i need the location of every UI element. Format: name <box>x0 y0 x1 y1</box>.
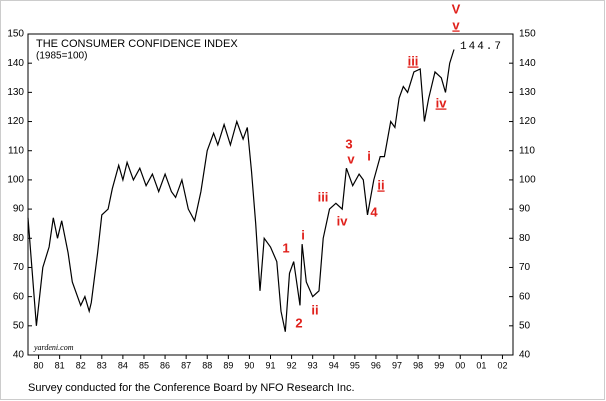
x-tick-label: 89 <box>223 360 233 370</box>
wave-label: i <box>367 148 371 163</box>
wave-label: iv <box>337 213 349 228</box>
wave-label: 4 <box>370 204 378 219</box>
y-tick-label-right: 120 <box>519 116 536 127</box>
x-tick-label: 96 <box>371 360 381 370</box>
y-tick-label: 90 <box>13 204 25 215</box>
y-tick-label-right: 150 <box>519 29 536 40</box>
y-tick-label: 100 <box>7 175 24 186</box>
source: yardeni.com <box>33 343 74 352</box>
y-tick-label: 120 <box>7 116 24 127</box>
footer: Survey conducted for the Conference Boar… <box>28 382 355 394</box>
y-tick-label: 130 <box>7 87 24 98</box>
x-tick-label: 85 <box>139 360 149 370</box>
chart-title: THE CONSUMER CONFIDENCE INDEX <box>36 38 238 50</box>
y-tick-label-right: 50 <box>519 320 531 331</box>
y-tick-label-right: 80 <box>519 233 531 244</box>
y-tick-label-right: 60 <box>519 291 531 302</box>
x-tick-label: 81 <box>55 360 65 370</box>
y-tick-label: 50 <box>13 320 25 331</box>
wave-label: 3 <box>345 136 352 151</box>
y-tick-label: 80 <box>13 233 25 244</box>
wave-label: ii <box>377 177 384 192</box>
x-tick-label: 83 <box>97 360 107 370</box>
x-tick-label: 97 <box>392 360 402 370</box>
y-tick-label-right: 100 <box>519 175 536 186</box>
index-line <box>27 49 455 332</box>
y-tick-label-right: 140 <box>519 58 536 69</box>
chart-subtitle: (1985=100) <box>36 51 87 62</box>
wave-label: V <box>452 1 461 16</box>
x-tick-label: 86 <box>160 360 170 370</box>
x-tick-label: 80 <box>34 360 44 370</box>
plot-frame <box>27 33 514 356</box>
x-tick-label: 94 <box>329 360 339 370</box>
x-tick-label: 00 <box>455 360 465 370</box>
wave-label: ii <box>311 302 318 317</box>
wave-label: 1 <box>282 240 289 255</box>
x-tick-label: 84 <box>118 360 128 370</box>
wave-label: iii <box>318 189 329 204</box>
y-tick-label-right: 110 <box>519 145 535 156</box>
x-tick-label: 93 <box>308 360 318 370</box>
x-tick-label: 91 <box>265 360 275 370</box>
x-tick-label: 95 <box>350 360 360 370</box>
wave-label: v <box>452 17 460 32</box>
last-value-label: 144.7 <box>460 41 503 53</box>
wave-label: iv <box>436 95 448 110</box>
x-tick-label: 99 <box>434 360 444 370</box>
y-tick-label-right: 40 <box>519 350 531 361</box>
x-tick-label: 88 <box>202 360 212 370</box>
wave-label: v <box>347 151 355 166</box>
y-tick-label-right: 130 <box>519 87 536 98</box>
y-tick-label: 40 <box>13 350 25 361</box>
wave-label: iii <box>408 53 419 68</box>
wave-label: i <box>301 227 305 242</box>
x-tick-label: 90 <box>244 360 254 370</box>
wave-label: 2 <box>295 315 302 330</box>
x-tick-label: 02 <box>497 360 507 370</box>
y-tick-label-right: 90 <box>519 204 531 215</box>
y-tick-label: 140 <box>7 58 24 69</box>
x-tick-label: 82 <box>76 360 86 370</box>
y-tick-label: 110 <box>8 145 24 156</box>
y-tick-label-right: 70 <box>519 262 531 273</box>
x-tick-label: 01 <box>476 360 486 370</box>
y-tick-label: 150 <box>7 29 24 40</box>
x-tick-label: 87 <box>181 360 191 370</box>
y-tick-label: 70 <box>13 262 25 273</box>
x-tick-label: 92 <box>287 360 297 370</box>
y-tick-label: 60 <box>13 291 25 302</box>
x-tick-label: 98 <box>413 360 423 370</box>
